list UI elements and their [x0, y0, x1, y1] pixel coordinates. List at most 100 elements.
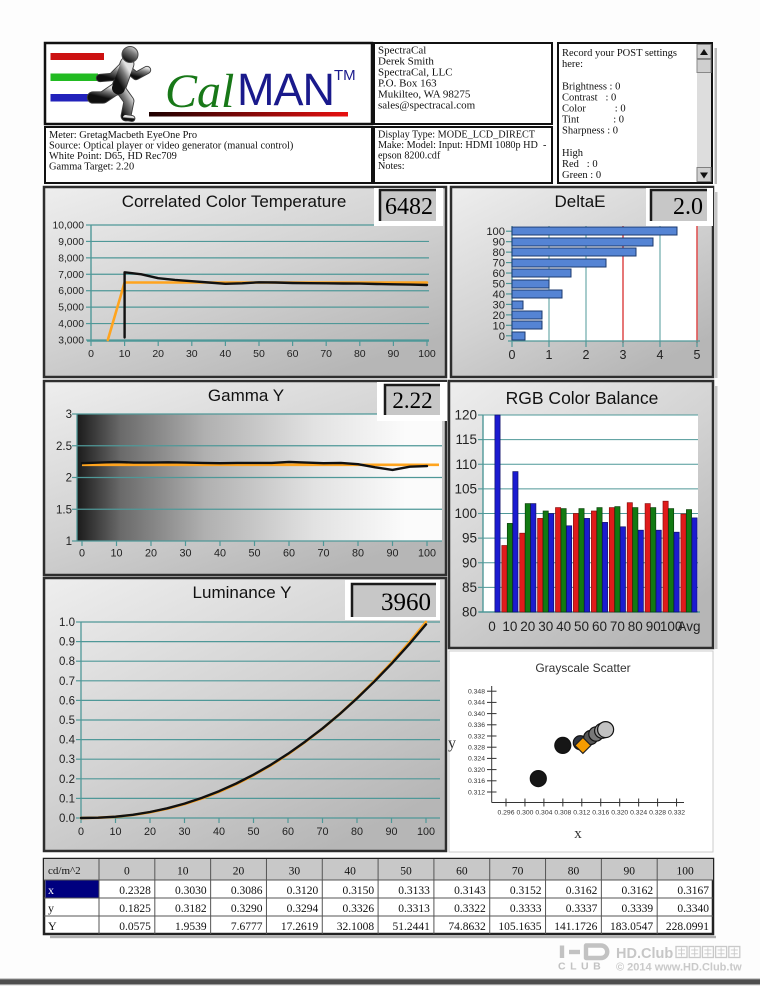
- svg-text:0.5: 0.5: [59, 715, 75, 727]
- svg-text:0.0: 0.0: [59, 813, 75, 825]
- svg-text:0.3143: 0.3143: [454, 885, 486, 897]
- svg-text:0.316: 0.316: [592, 810, 609, 817]
- svg-text:30: 30: [538, 619, 553, 634]
- svg-text:74.8632: 74.8632: [448, 921, 486, 933]
- svg-text:0.8: 0.8: [59, 656, 75, 668]
- svg-text:60: 60: [456, 866, 468, 878]
- svg-text:Source: Optical player or vide: Source: Optical player or video generato…: [49, 141, 293, 152]
- svg-text:100: 100: [454, 506, 477, 521]
- svg-text:5,000: 5,000: [58, 303, 84, 314]
- svg-text:10,000: 10,000: [53, 221, 85, 232]
- svg-text:0.336: 0.336: [468, 722, 485, 729]
- svg-text:70: 70: [317, 548, 329, 560]
- svg-text:100: 100: [418, 548, 436, 560]
- svg-text:20: 20: [233, 866, 245, 878]
- svg-text:40: 40: [493, 289, 505, 301]
- svg-text:50: 50: [400, 866, 412, 878]
- svg-text:Contrast : 0: Contrast : 0: [562, 92, 616, 103]
- svg-text:141.1726: 141.1726: [554, 921, 597, 933]
- svg-text:Green : 0: Green : 0: [562, 170, 601, 181]
- svg-text:0.344: 0.344: [468, 700, 485, 707]
- svg-text:2: 2: [66, 473, 72, 485]
- svg-text:32.1008: 32.1008: [337, 921, 375, 933]
- svg-text:x: x: [48, 883, 54, 897]
- svg-text:© 2014 www.HD.Club.tw: © 2014 www.HD.Club.tw: [616, 962, 742, 974]
- svg-text:0.3339: 0.3339: [622, 903, 654, 915]
- svg-text:80: 80: [354, 348, 366, 360]
- svg-text:10: 10: [119, 348, 131, 360]
- svg-text:17.2619: 17.2619: [281, 921, 319, 933]
- svg-text:Tint : 0: Tint : 0: [562, 115, 624, 126]
- svg-text:60: 60: [282, 826, 294, 838]
- svg-text:1: 1: [66, 536, 72, 548]
- svg-text:20: 20: [520, 619, 535, 634]
- svg-text:20: 20: [152, 348, 164, 360]
- svg-text:0.3: 0.3: [59, 754, 75, 766]
- svg-text:9,000: 9,000: [58, 237, 84, 248]
- svg-text:0.9: 0.9: [59, 637, 75, 649]
- svg-text:4: 4: [657, 348, 664, 362]
- svg-text:0: 0: [88, 348, 94, 360]
- svg-text:0.2328: 0.2328: [119, 885, 151, 897]
- svg-text:y: y: [48, 901, 54, 915]
- svg-text:0.3294: 0.3294: [287, 903, 319, 915]
- svg-text:0.3162: 0.3162: [566, 885, 598, 897]
- svg-text:0.3326: 0.3326: [342, 903, 374, 915]
- svg-text:2.22: 2.22: [392, 388, 432, 413]
- svg-text:110: 110: [455, 457, 477, 472]
- svg-text:0.4: 0.4: [59, 735, 76, 747]
- svg-text:Notes:: Notes:: [378, 161, 405, 172]
- svg-text:60: 60: [287, 348, 299, 360]
- svg-text:3: 3: [620, 348, 627, 362]
- svg-text:Gamma Y: Gamma Y: [208, 386, 284, 405]
- svg-text:30: 30: [178, 826, 190, 838]
- svg-text:10: 10: [110, 548, 122, 560]
- svg-text:2.0: 2.0: [673, 194, 703, 220]
- svg-text:Avg: Avg: [678, 619, 701, 634]
- svg-text:0: 0: [499, 331, 505, 343]
- svg-text:Meter: GretagMacbeth EyeOne Pr: Meter: GretagMacbeth EyeOne Pro: [49, 130, 197, 141]
- svg-text:Y: Y: [48, 919, 57, 933]
- svg-text:20: 20: [493, 310, 505, 322]
- svg-text:0.3167: 0.3167: [677, 885, 709, 897]
- svg-text:70: 70: [610, 619, 625, 634]
- svg-text:0.3133: 0.3133: [398, 885, 430, 897]
- svg-text:40: 40: [213, 826, 225, 838]
- svg-text:80: 80: [628, 619, 643, 634]
- svg-text:0.3150: 0.3150: [342, 885, 374, 897]
- svg-text:White Point: D65, HD Rec709: White Point: D65, HD Rec709: [49, 151, 177, 162]
- svg-text:Brightness : 0: Brightness : 0: [562, 81, 620, 92]
- svg-text:0.3086: 0.3086: [231, 885, 263, 897]
- svg-text:0.320: 0.320: [611, 810, 628, 817]
- svg-text:0.320: 0.320: [468, 767, 485, 774]
- svg-text:0.3290: 0.3290: [231, 903, 263, 915]
- svg-text:DeltaE: DeltaE: [554, 192, 605, 211]
- svg-text:CLUB: CLUB: [558, 961, 605, 973]
- svg-text:10: 10: [177, 866, 189, 878]
- svg-text:4,000: 4,000: [58, 319, 84, 330]
- svg-text:30: 30: [289, 866, 301, 878]
- svg-text:0: 0: [79, 548, 85, 560]
- svg-text:0: 0: [124, 866, 130, 878]
- svg-text:Record your POST settings: Record your POST settings: [562, 48, 677, 59]
- svg-text:x: x: [574, 826, 582, 842]
- svg-text:1: 1: [546, 348, 553, 362]
- svg-text:50: 50: [247, 826, 259, 838]
- svg-text:0.300: 0.300: [516, 810, 533, 817]
- svg-text:90: 90: [462, 555, 477, 570]
- svg-text:0.3333: 0.3333: [510, 903, 542, 915]
- svg-text:0: 0: [78, 826, 84, 838]
- svg-text:183.0547: 183.0547: [610, 921, 653, 933]
- svg-text:10: 10: [493, 320, 505, 332]
- svg-text:0.328: 0.328: [468, 745, 485, 752]
- svg-text:0.316: 0.316: [468, 778, 485, 785]
- svg-text:here:: here:: [562, 59, 583, 70]
- svg-text:0: 0: [488, 619, 496, 634]
- svg-text:2.5: 2.5: [56, 441, 72, 453]
- svg-text:5: 5: [694, 348, 701, 362]
- svg-text:50: 50: [574, 619, 589, 634]
- svg-text:0.0575: 0.0575: [119, 921, 151, 933]
- svg-text:0.304: 0.304: [535, 810, 552, 817]
- svg-text:60: 60: [493, 268, 505, 280]
- svg-text:70: 70: [320, 348, 332, 360]
